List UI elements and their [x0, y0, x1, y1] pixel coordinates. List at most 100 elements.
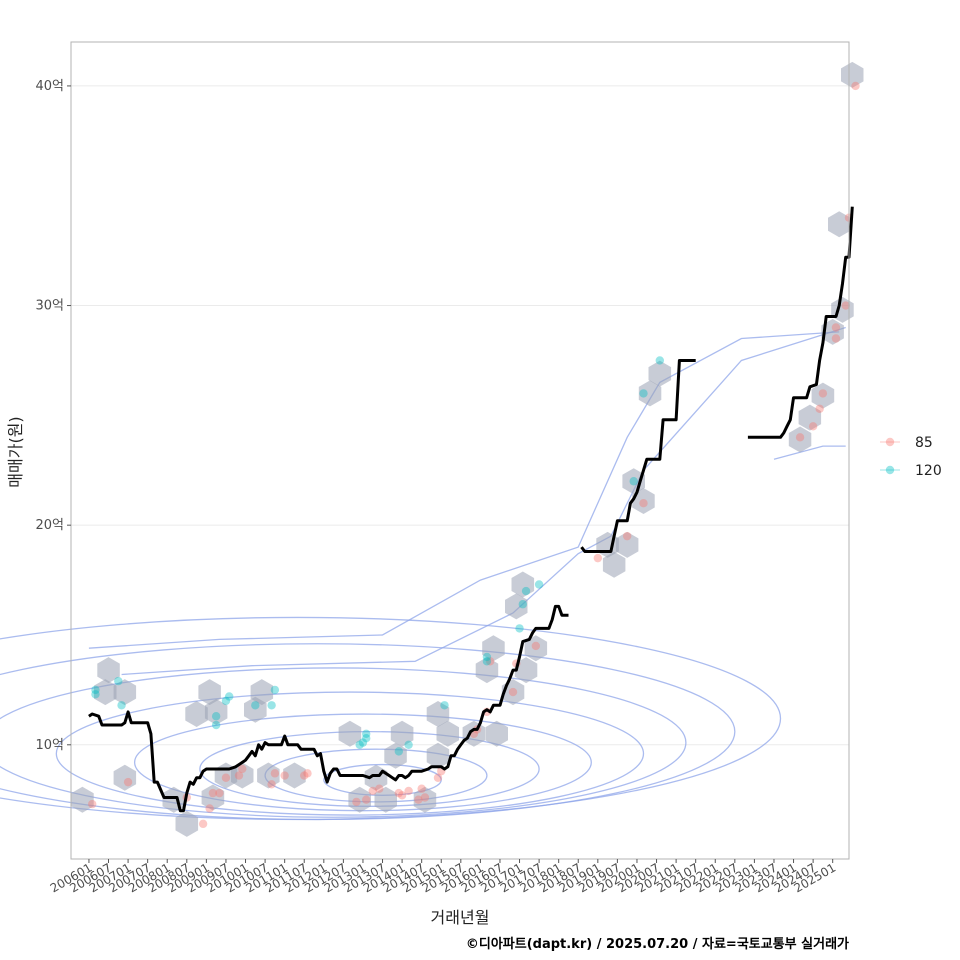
hexbin-cell — [283, 762, 306, 789]
hexbin-cell — [198, 679, 221, 706]
point-120 — [394, 747, 404, 756]
hexbin-cell — [788, 426, 812, 453]
point-85 — [267, 780, 276, 789]
point-120 — [518, 600, 527, 609]
point-85 — [433, 773, 443, 782]
hexbin-cell — [231, 762, 254, 789]
hexbin-cell — [426, 701, 450, 727]
point-120 — [221, 696, 231, 706]
hexbin-cell — [250, 679, 274, 706]
hexbin-cell — [505, 593, 528, 620]
point-120 — [534, 580, 544, 589]
hexbin-cell — [475, 657, 499, 684]
density-contour — [88, 331, 840, 649]
source-caption: ©디아파트(dapt.kr) / 2025.07.20 / 자료=국토교통부 실… — [466, 936, 849, 952]
hexbin-cell — [828, 211, 851, 238]
hexbin-cell — [113, 679, 137, 706]
point-85 — [352, 797, 361, 807]
hexbin-cell — [436, 720, 459, 747]
point-85 — [485, 657, 495, 666]
point-85 — [818, 389, 828, 398]
point-120 — [211, 712, 221, 721]
point-120 — [362, 729, 371, 739]
hexbin-cell — [821, 318, 844, 345]
point-85 — [420, 793, 430, 802]
hexbin-cell — [485, 720, 508, 747]
point-120 — [362, 734, 371, 743]
hexbin-cell — [257, 762, 280, 789]
hexbin-cell — [338, 720, 362, 747]
density-contour — [0, 616, 782, 821]
hexbin-cell — [638, 380, 662, 407]
point-120 — [515, 624, 524, 633]
point-85 — [208, 788, 218, 798]
hexbin-cell — [71, 786, 94, 813]
legend-label: 85 — [915, 435, 933, 451]
hexbin-cell — [811, 382, 835, 409]
point-85 — [215, 788, 224, 798]
scatter-points — [88, 81, 860, 829]
hexbin-cell — [390, 720, 414, 747]
point-85 — [404, 786, 413, 796]
point-85 — [531, 641, 541, 651]
y-tick-label: 20억 — [35, 518, 64, 533]
point-120 — [404, 740, 413, 749]
point-85 — [831, 334, 841, 343]
hexbin-cell — [524, 635, 548, 662]
plot-border — [70, 41, 850, 860]
point-85 — [639, 499, 648, 508]
x-axis-title: 거래년월 — [431, 908, 490, 927]
point-85 — [198, 819, 208, 829]
point-85 — [593, 553, 603, 563]
point-85 — [205, 804, 214, 813]
hexbin-cell — [511, 571, 535, 598]
hexbin-cell — [175, 810, 199, 837]
hexbin-cell — [113, 764, 137, 791]
y-tick-label: 10억 — [35, 738, 64, 753]
point-85 — [841, 301, 850, 310]
y-tick-label: 30억 — [35, 299, 64, 314]
point-85 — [375, 784, 384, 793]
point-120 — [639, 389, 648, 398]
point-85 — [831, 323, 841, 332]
point-85 — [238, 764, 247, 774]
y-tick-label: 40억 — [35, 79, 64, 94]
point-85 — [221, 773, 231, 782]
point-120 — [482, 652, 492, 662]
hexbin-cell — [482, 635, 505, 662]
point-120 — [91, 685, 100, 695]
hexbin-cell — [94, 679, 117, 706]
point-120 — [629, 477, 638, 486]
hexbin-cell — [632, 488, 655, 514]
trend-line — [580, 359, 696, 553]
density-contour — [773, 445, 846, 460]
point-85 — [88, 799, 97, 809]
y-axis-ticks: 10억 20억 30억 40억 — [35, 79, 71, 753]
point-85 — [622, 531, 632, 541]
hexbin-cell — [602, 551, 626, 578]
hexbin-cell — [648, 360, 672, 387]
point-120 — [355, 740, 364, 749]
point-85 — [394, 788, 404, 798]
point-85 — [815, 404, 824, 413]
point-120 — [270, 685, 280, 695]
point-85 — [368, 786, 377, 796]
hexbin-layer — [71, 61, 864, 837]
point-120 — [655, 356, 665, 365]
point-85 — [417, 784, 426, 793]
legend-label: 120 — [915, 463, 942, 479]
legend: 85 120 — [880, 435, 942, 479]
point-120 — [114, 676, 123, 686]
hexbin-cell — [514, 657, 538, 684]
point-85 — [397, 791, 407, 800]
hexbin-cell — [97, 657, 120, 684]
hexbin-cell — [615, 531, 639, 558]
point-120 — [251, 701, 260, 710]
point-85 — [851, 81, 860, 91]
point-120 — [267, 701, 276, 710]
hexbin-cell — [374, 786, 397, 813]
hexbin-cell — [413, 786, 437, 813]
hexbin-cell — [426, 742, 450, 769]
legend-key-point — [885, 437, 895, 447]
